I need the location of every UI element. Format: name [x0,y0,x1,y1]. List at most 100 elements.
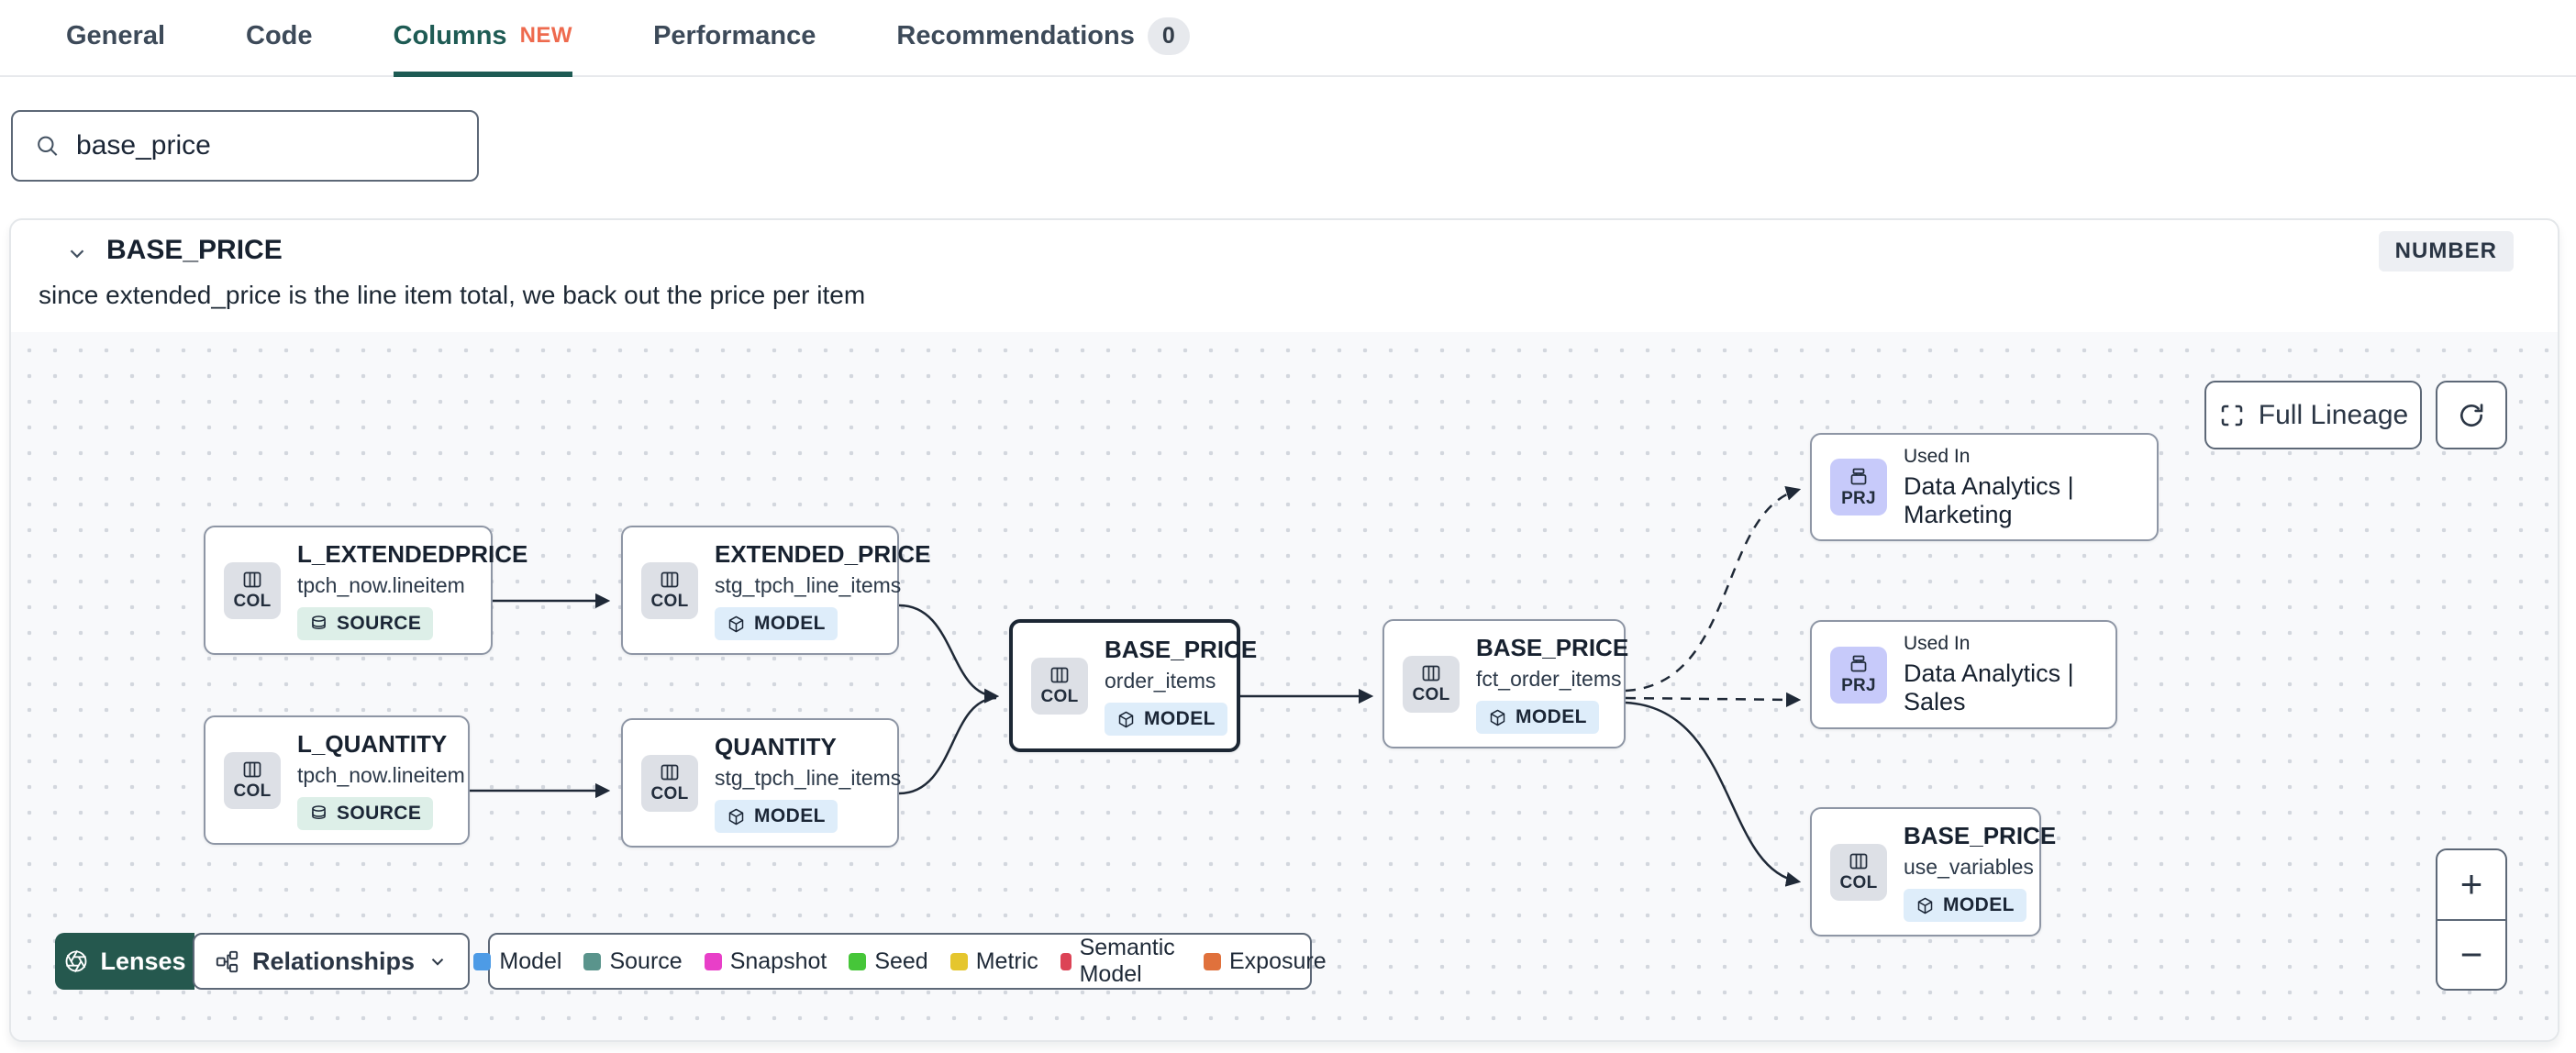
chevron-down-icon [431,958,444,966]
cube-icon [728,615,744,632]
columns-icon [243,761,261,778]
node-subtitle: order_items [1105,669,1216,693]
seed-swatch [849,952,867,970]
node-title: QUANTITY [715,733,837,760]
node-subtitle: fct_order_items [1476,667,1622,691]
column-card-header: BASE_PRICE NUMBER [11,220,2558,284]
relationships-dropdown[interactable]: Relationships [193,933,470,990]
model-type-pill: MODEL [715,607,838,640]
tab-general[interactable]: General [66,20,165,50]
legend-item-exposure: Exposure [1204,948,1327,975]
tab-code[interactable]: Code [246,20,313,50]
model-type-pill: MODEL [1105,703,1227,736]
legend-item-snapshot: Snapshot [704,948,827,975]
expand-icon [2221,405,2243,426]
node-title: BASE_PRICE [1105,636,1258,663]
node-subtitle: stg_tpch_line_items [715,573,902,597]
cube-icon [728,808,744,825]
columns-icon [661,764,679,781]
node-title: BASE_PRICE [1904,822,2057,849]
node-subtitle: use_variables [1904,855,2034,879]
refresh-button[interactable] [2436,381,2507,449]
database-icon [312,615,326,629]
lineage-node-used-in-sales[interactable]: PRJ Used In Data Analytics | Sales [1810,620,2117,729]
node-title: L_EXTENDEDPRICE [297,540,528,568]
node-title: Data Analytics | Marketing [1904,471,2074,528]
legend-item-metric: Metric [949,948,1038,975]
snapshot-swatch [704,952,722,970]
columns-icon [661,571,679,588]
source-type-pill: SOURCE [297,607,434,640]
lineage-edges [470,485,1802,887]
columns-icon [1422,665,1440,682]
source-swatch [583,952,602,970]
legend-item-seed: Seed [849,948,928,975]
recommendations-count-badge: 0 [1147,17,1190,55]
lenses-button[interactable]: Lenses [55,933,194,990]
archive-icon [1850,468,1867,484]
prj-badge: PRJ [1830,459,1887,515]
semantic-model-swatch [1060,952,1071,970]
node-title: BASE_PRICE [1476,634,1629,661]
tab-columns[interactable]: Columns NEW [393,0,573,77]
col-badge: COL [641,561,698,619]
search-input[interactable] [76,130,455,161]
lineage-node-used-in-marketing[interactable]: PRJ Used In Data Analytics | Marketing [1810,433,2159,541]
full-lineage-button[interactable]: Full Lineage [2204,381,2422,449]
relationships-icon [216,950,239,972]
cube-icon [1490,709,1505,726]
legend-item-source: Source [583,948,683,975]
lineage-node-quantity[interactable]: COL QUANTITY stg_tpch_line_items MODEL [621,718,902,848]
node-type-legend: Model Source Snapshot Seed Metric Semant… [473,933,1327,990]
columns-icon [243,571,261,588]
col-badge: COL [641,754,698,812]
legend-item-semantic-model: Semantic Model [1060,935,1182,988]
tab-recommendations[interactable]: Recommendations 0 [896,0,1190,77]
model-type-pill: MODEL [1904,889,2026,922]
model-swatch [473,952,492,970]
zoom-out-button[interactable]: − [2459,932,2483,976]
model-type-pill: MODEL [1476,701,1599,734]
tab-performance[interactable]: Performance [653,20,816,50]
column-name: BASE_PRICE [106,235,283,265]
tab-bar: General Code Columns NEW Performance Rec… [0,0,2576,77]
collapse-chevron-icon[interactable] [59,235,95,272]
node-title: L_QUANTITY [297,730,448,758]
col-badge: COL [1031,657,1088,715]
node-subtitle: stg_tpch_line_items [715,766,902,790]
node-title: Data Analytics | Sales [1904,660,2074,715]
col-badge: COL [1403,655,1460,713]
exposure-swatch [1204,952,1221,970]
legend-item-model: Model [473,948,561,975]
lineage-canvas[interactable]: COL L_EXTENDEDPRICE tpch_now.lineitem SO… [11,332,2558,1040]
used-in-label: Used In [1904,633,1971,654]
used-in-label: Used In [1904,445,1971,467]
source-type-pill: SOURCE [297,797,434,830]
column-description: since extended_price is the line item to… [39,281,866,309]
column-type-badge: NUMBER [2378,231,2514,272]
node-subtitle: tpch_now.lineitem [297,763,465,787]
archive-icon [1850,655,1867,672]
metric-swatch [949,952,968,970]
lineage-node-base-price-use-variables[interactable]: COL BASE_PRICE use_variables MODEL [1810,807,2056,937]
node-title: EXTENDED_PRICE [715,540,931,568]
zoom-in-button[interactable]: + [2437,850,2505,921]
prj-badge: PRJ [1830,646,1887,704]
lineage-node-base-price-order-items[interactable]: COL BASE_PRICE order_items MODEL [1009,619,1257,752]
lineage-node-base-price-fct-order-items[interactable]: COL BASE_PRICE fct_order_items MODEL [1382,619,1629,748]
column-card: BASE_PRICE NUMBER since extended_price i… [9,218,2559,1042]
cube-icon [1118,711,1134,727]
col-badge: COL [224,751,281,809]
lineage-node-l-extendedprice[interactable]: COL L_EXTENDEDPRICE tpch_now.lineitem SO… [204,526,527,655]
node-subtitle: tpch_now.lineitem [297,573,465,597]
lineage-node-extended-price[interactable]: COL EXTENDED_PRICE stg_tpch_line_items M… [621,526,931,655]
new-badge: NEW [519,23,573,48]
model-type-pill: MODEL [715,800,838,833]
cube-icon [1917,897,1933,914]
lineage-node-l-quantity[interactable]: COL L_QUANTITY tpch_now.lineitem SOURCE [204,715,470,845]
refresh-icon [2460,403,2483,427]
col-badge: COL [1830,843,1887,901]
columns-icon [1050,667,1069,683]
column-search[interactable] [11,110,479,182]
